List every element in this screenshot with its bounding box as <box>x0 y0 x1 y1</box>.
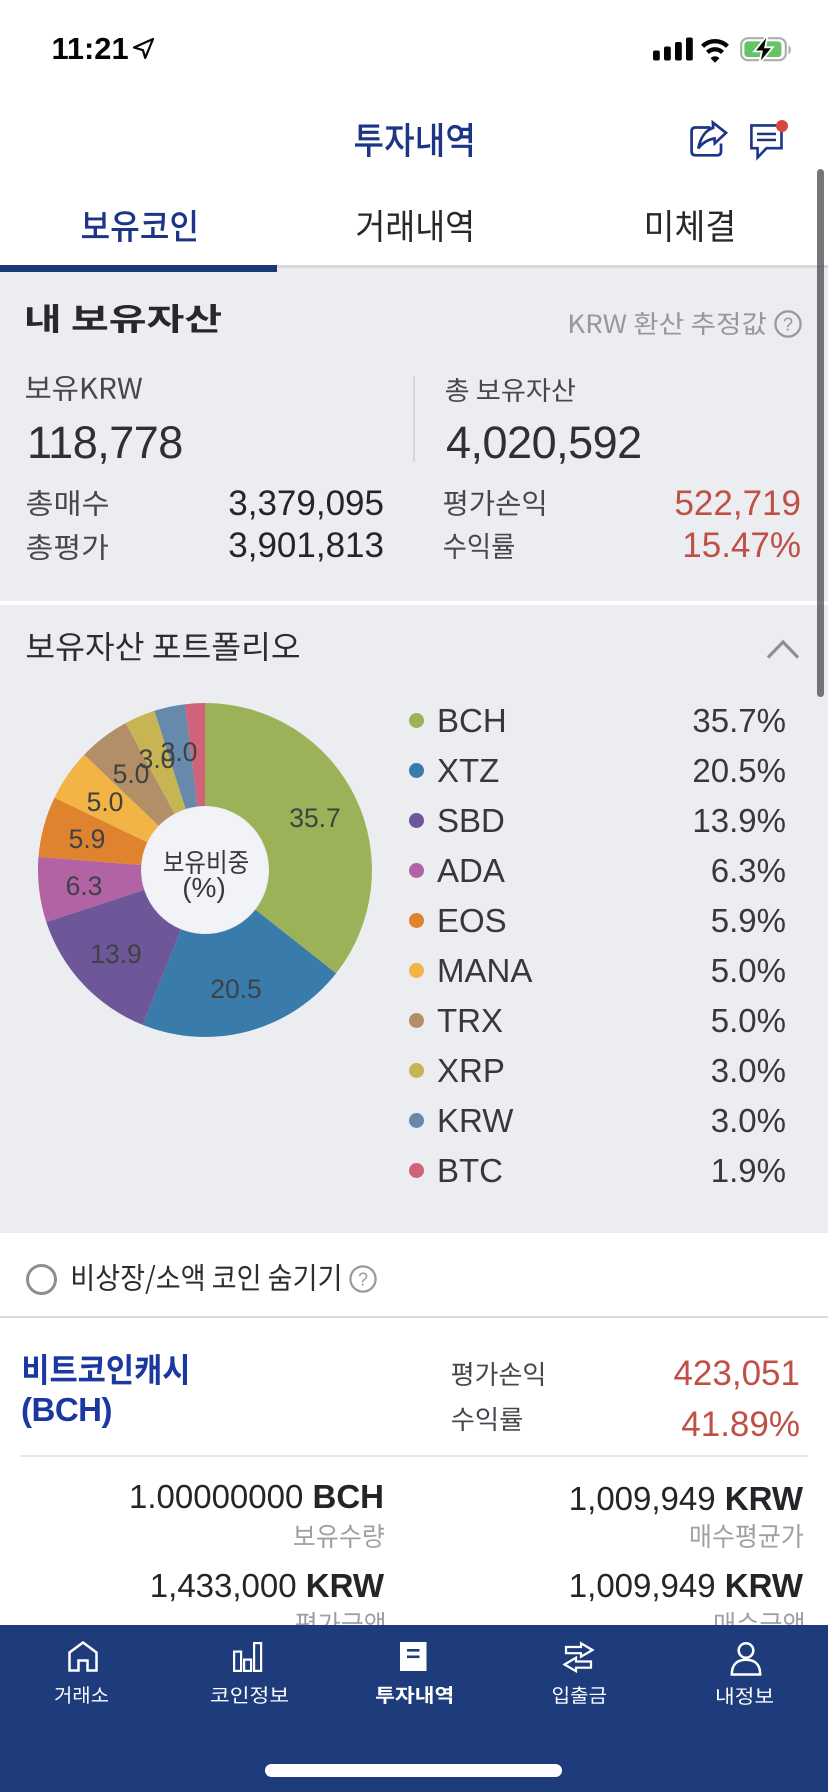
svg-text:3.0: 3.0 <box>139 744 176 774</box>
svg-text:?: ? <box>358 1270 368 1290</box>
svg-text:3.0: 3.0 <box>161 737 198 767</box>
svg-text:35.7: 35.7 <box>289 803 341 833</box>
svg-text:20.5: 20.5 <box>210 974 262 1004</box>
svg-text:13.9: 13.9 <box>90 939 142 969</box>
svg-text:5.0: 5.0 <box>87 787 124 817</box>
svg-text:6.3: 6.3 <box>66 871 103 901</box>
svg-text:?: ? <box>783 315 793 335</box>
svg-text:5.0: 5.0 <box>113 759 150 789</box>
svg-text:5.9: 5.9 <box>69 824 106 854</box>
